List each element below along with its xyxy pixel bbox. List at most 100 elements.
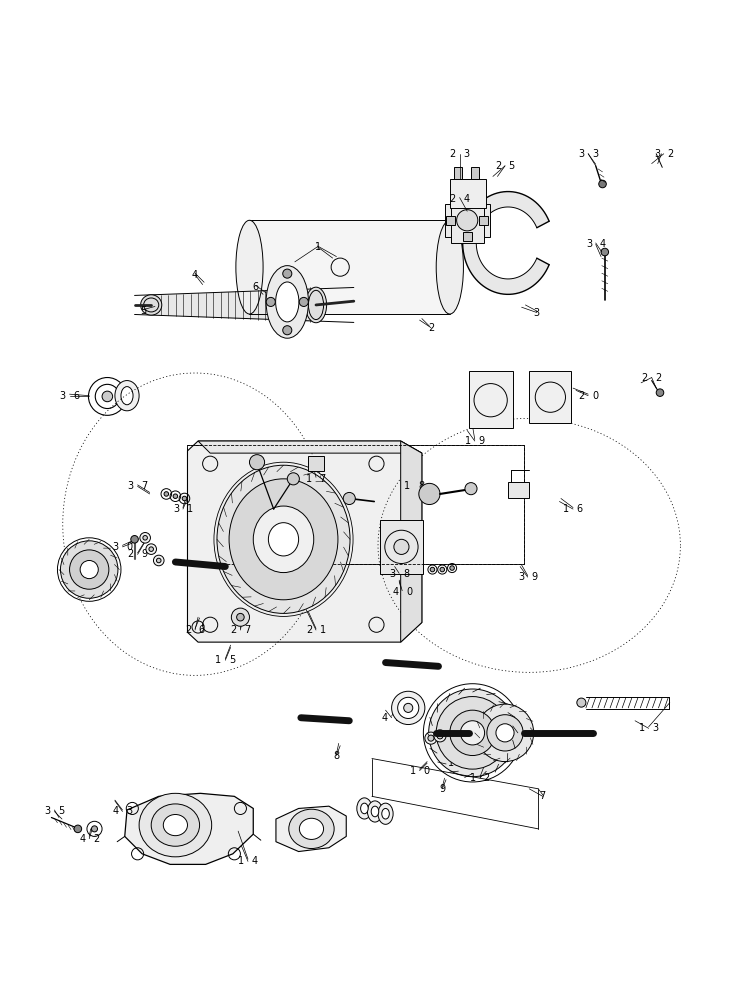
Text: 4: 4 bbox=[192, 270, 198, 280]
Text: 3: 3 bbox=[45, 806, 51, 816]
Circle shape bbox=[140, 533, 150, 543]
Circle shape bbox=[450, 566, 454, 570]
Ellipse shape bbox=[115, 381, 139, 411]
Polygon shape bbox=[276, 806, 346, 852]
Circle shape bbox=[656, 389, 664, 396]
Ellipse shape bbox=[357, 798, 372, 819]
Text: 3: 3 bbox=[463, 149, 469, 159]
Text: 1: 1 bbox=[404, 481, 411, 491]
Text: 0: 0 bbox=[406, 587, 412, 597]
Ellipse shape bbox=[496, 724, 514, 742]
Circle shape bbox=[299, 297, 308, 306]
Circle shape bbox=[437, 733, 443, 739]
Circle shape bbox=[173, 494, 178, 498]
Circle shape bbox=[182, 496, 187, 501]
Text: 5: 5 bbox=[141, 306, 147, 316]
Ellipse shape bbox=[476, 704, 534, 762]
Text: 1: 1 bbox=[461, 758, 467, 768]
Bar bbox=[479, 216, 488, 225]
Circle shape bbox=[131, 536, 138, 543]
Text: 8: 8 bbox=[78, 565, 84, 575]
Ellipse shape bbox=[382, 808, 389, 819]
Text: 2: 2 bbox=[231, 625, 237, 635]
Text: 1: 1 bbox=[465, 436, 471, 446]
Circle shape bbox=[156, 558, 161, 563]
Circle shape bbox=[287, 473, 299, 485]
Ellipse shape bbox=[266, 266, 308, 338]
Circle shape bbox=[434, 730, 446, 742]
Text: 9: 9 bbox=[531, 572, 538, 582]
Text: 1: 1 bbox=[314, 242, 321, 252]
Circle shape bbox=[430, 567, 435, 572]
Text: 3: 3 bbox=[654, 149, 660, 159]
Text: 2: 2 bbox=[655, 373, 662, 383]
Circle shape bbox=[74, 825, 82, 833]
Ellipse shape bbox=[151, 804, 200, 846]
Circle shape bbox=[398, 697, 419, 718]
Bar bbox=[187, 445, 524, 564]
Text: 3: 3 bbox=[586, 239, 592, 249]
Ellipse shape bbox=[361, 803, 368, 814]
Circle shape bbox=[428, 735, 434, 741]
Text: 7: 7 bbox=[320, 474, 326, 484]
Text: 2: 2 bbox=[185, 625, 191, 635]
Circle shape bbox=[149, 547, 153, 551]
Text: 2: 2 bbox=[642, 373, 648, 383]
Polygon shape bbox=[401, 441, 422, 642]
Bar bbox=[471, 167, 479, 179]
Circle shape bbox=[153, 555, 164, 566]
Bar bbox=[454, 167, 462, 179]
Circle shape bbox=[237, 613, 244, 621]
Text: 2: 2 bbox=[484, 773, 490, 783]
Text: 1: 1 bbox=[410, 766, 416, 776]
Ellipse shape bbox=[436, 697, 509, 769]
Polygon shape bbox=[249, 220, 450, 314]
Text: 1: 1 bbox=[320, 625, 326, 635]
Bar bbox=[451, 198, 484, 243]
Text: 2: 2 bbox=[93, 834, 99, 844]
Text: 3: 3 bbox=[173, 504, 179, 514]
Bar bbox=[529, 371, 571, 423]
Circle shape bbox=[425, 732, 437, 744]
Text: 1: 1 bbox=[395, 713, 401, 723]
Text: 4: 4 bbox=[79, 834, 85, 844]
Text: 7: 7 bbox=[244, 625, 250, 635]
Text: 9: 9 bbox=[439, 784, 445, 794]
Text: 3: 3 bbox=[578, 149, 584, 159]
Circle shape bbox=[457, 210, 478, 231]
Text: 3: 3 bbox=[518, 572, 524, 582]
Text: 2: 2 bbox=[64, 565, 70, 575]
Bar bbox=[380, 520, 423, 574]
Polygon shape bbox=[463, 192, 549, 294]
Ellipse shape bbox=[367, 801, 383, 822]
Ellipse shape bbox=[305, 287, 327, 323]
Bar bbox=[463, 232, 472, 241]
Circle shape bbox=[440, 567, 445, 572]
Circle shape bbox=[392, 691, 425, 725]
Text: 1: 1 bbox=[470, 773, 476, 783]
Circle shape bbox=[283, 269, 292, 278]
Text: 4: 4 bbox=[463, 194, 469, 204]
Text: 0: 0 bbox=[423, 766, 429, 776]
Text: 8: 8 bbox=[333, 751, 339, 761]
Text: 7: 7 bbox=[540, 791, 546, 801]
Text: 1: 1 bbox=[448, 758, 454, 768]
Ellipse shape bbox=[253, 506, 314, 573]
Ellipse shape bbox=[419, 483, 440, 505]
Text: 1: 1 bbox=[215, 655, 222, 665]
Text: 4: 4 bbox=[600, 239, 606, 249]
Ellipse shape bbox=[217, 465, 350, 613]
Bar bbox=[450, 179, 486, 208]
Text: 9: 9 bbox=[141, 549, 147, 559]
Text: 3: 3 bbox=[60, 391, 66, 401]
Ellipse shape bbox=[60, 541, 118, 598]
Ellipse shape bbox=[460, 721, 485, 745]
Text: 3: 3 bbox=[389, 569, 395, 579]
Text: 9: 9 bbox=[479, 436, 485, 446]
Bar bbox=[446, 216, 455, 225]
Text: 4: 4 bbox=[382, 713, 388, 723]
Text: 1: 1 bbox=[563, 504, 569, 514]
Circle shape bbox=[404, 703, 413, 712]
Text: 2: 2 bbox=[668, 149, 674, 159]
Bar bbox=[187, 445, 524, 564]
